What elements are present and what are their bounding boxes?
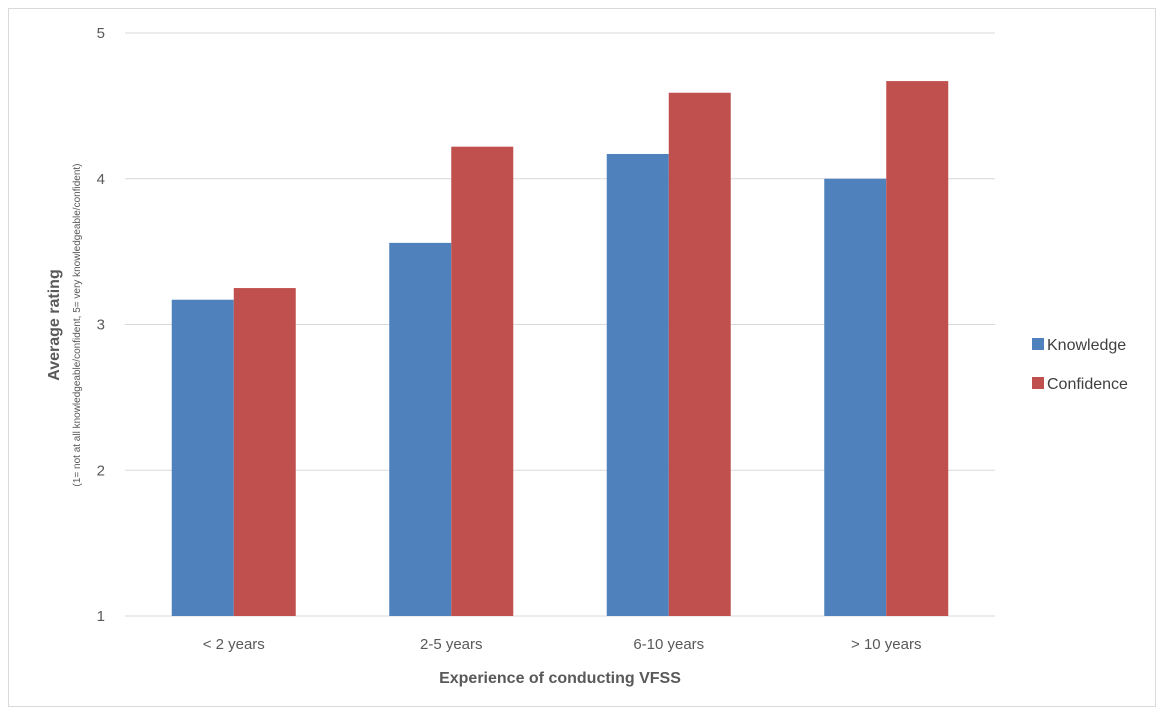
y-axis-title: Average rating: [46, 269, 63, 380]
bar-knowledge-2: [606, 153, 669, 616]
x-tick-label: 2-5 years: [420, 636, 483, 653]
y-axis-subtitle: (1= not at all knowledgeable/confident, …: [72, 164, 83, 487]
legend-swatch-knowledge: [1032, 338, 1044, 350]
x-tick-label: 6-10 years: [633, 636, 704, 653]
legend-label-confidence: Confidence: [1047, 376, 1128, 393]
y-tick-label: 4: [97, 171, 105, 188]
bar-confidence-0: [233, 288, 296, 616]
bar-knowledge-3: [824, 178, 887, 616]
bars: [171, 81, 949, 616]
bar-knowledge-0: [171, 299, 234, 616]
x-tick-labels: < 2 years 2-5 years 6-10 years > 10 years: [203, 636, 922, 653]
x-tick-label: > 10 years: [851, 636, 921, 653]
bar-confidence-1: [451, 146, 514, 616]
y-tick-label: 5: [97, 25, 105, 42]
legend-swatch-confidence: [1032, 377, 1044, 389]
y-tick-label: 3: [97, 317, 105, 334]
bar-knowledge-1: [389, 242, 452, 616]
bar-confidence-2: [668, 92, 731, 616]
x-axis-title: Experience of conducting VFSS: [439, 670, 681, 687]
legend: Knowledge Confidence: [1032, 337, 1128, 393]
y-tick-label: 1: [97, 608, 105, 625]
legend-label-knowledge: Knowledge: [1047, 337, 1126, 354]
bar-confidence-3: [886, 81, 949, 616]
y-tick-labels: 1 2 3 4 5: [97, 25, 105, 625]
y-tick-label: 2: [97, 462, 105, 479]
x-tick-label: < 2 years: [203, 636, 265, 653]
